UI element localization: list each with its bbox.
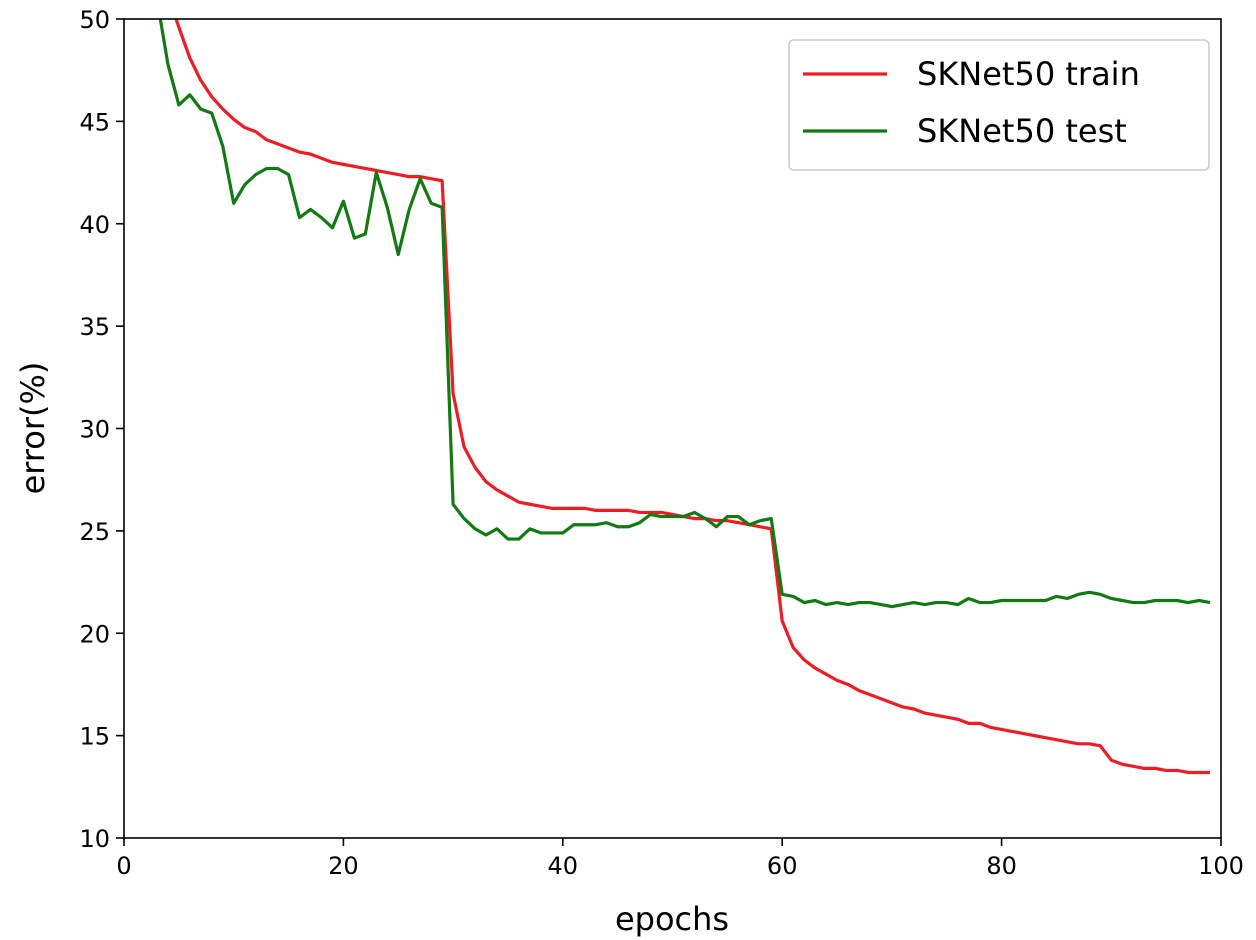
x-tick-label: 40 bbox=[548, 852, 579, 880]
y-tick-label: 40 bbox=[79, 211, 110, 239]
x-tick-label: 60 bbox=[767, 852, 798, 880]
plot-lines bbox=[158, 19, 1211, 775]
x-tick-label: 0 bbox=[116, 852, 131, 880]
legend-label: SKNet50 train bbox=[917, 55, 1140, 93]
x-axis-label: epochs bbox=[615, 900, 729, 938]
x-tick-label: 100 bbox=[1198, 852, 1244, 880]
y-tick-label: 10 bbox=[79, 825, 110, 853]
line-series bbox=[158, 19, 1211, 609]
legend-label: SKNet50 test bbox=[917, 112, 1127, 150]
y-tick-label: 45 bbox=[79, 108, 110, 136]
legend-box bbox=[788, 39, 1210, 171]
y-tick-label: 50 bbox=[79, 6, 110, 34]
y-tick-label: 25 bbox=[79, 518, 110, 546]
plot-frame bbox=[123, 18, 1222, 839]
y-tick-label: 30 bbox=[79, 416, 110, 444]
x-tick-label: 80 bbox=[986, 852, 1017, 880]
y-tick-label: 35 bbox=[79, 313, 110, 341]
x-tick-label: 20 bbox=[328, 852, 359, 880]
y-tick-label: 15 bbox=[79, 723, 110, 751]
y-tick-label: 20 bbox=[79, 620, 110, 648]
y-axis-label: error(%) bbox=[14, 362, 52, 495]
